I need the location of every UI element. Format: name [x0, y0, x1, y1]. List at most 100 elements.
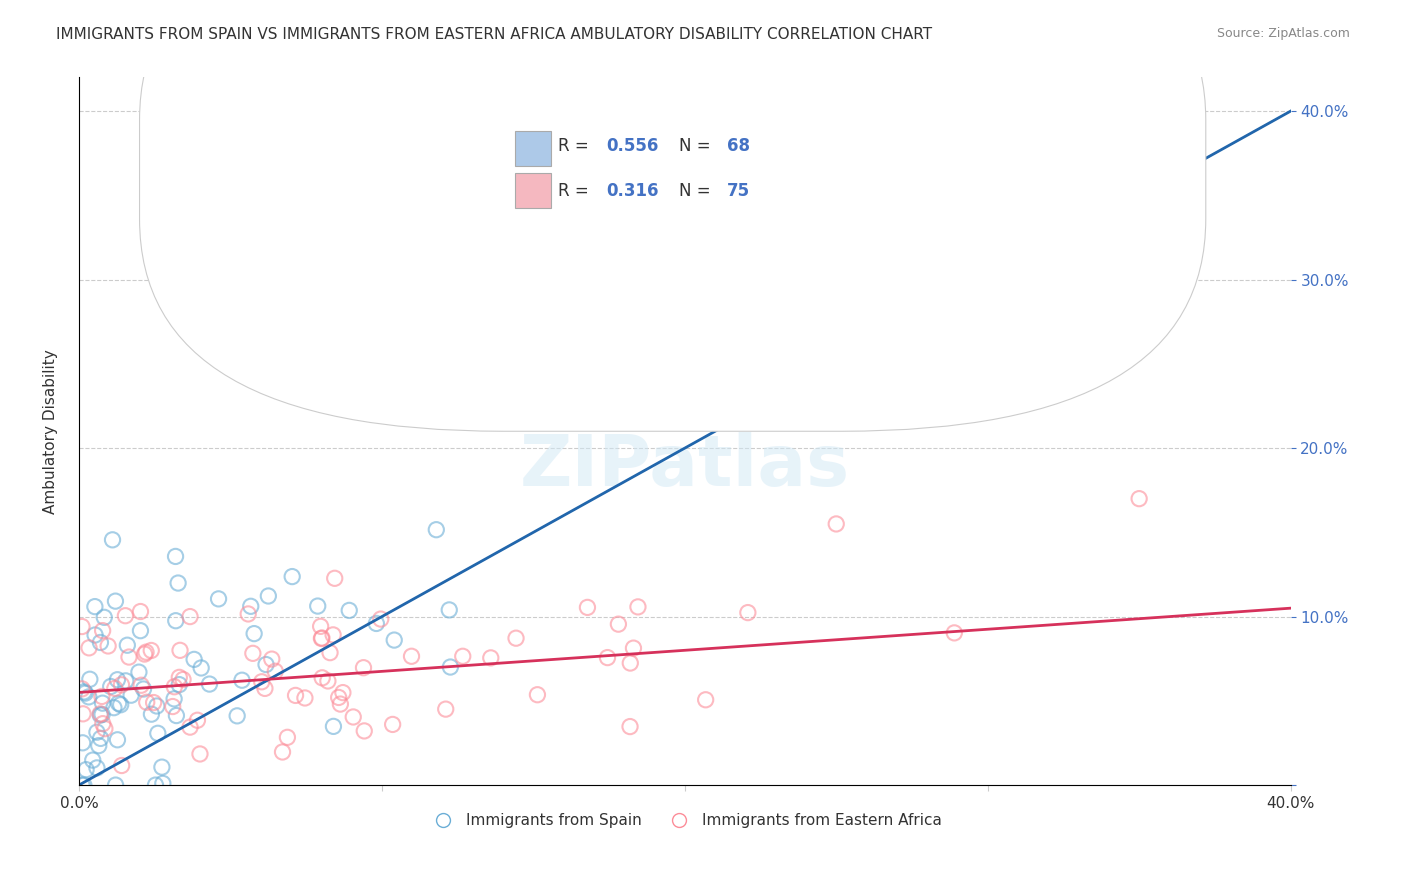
Immigrants from Spain	[91, 696, 114, 710]
Immigrants from Spain	[322, 719, 344, 733]
Immigrants from Eastern Africa	[91, 624, 114, 638]
Immigrants from Eastern Africa	[276, 731, 298, 745]
Immigrants from Eastern Africa	[627, 599, 650, 614]
Immigrants from Spain	[89, 635, 111, 649]
Text: 75: 75	[727, 182, 751, 200]
Immigrants from Spain	[146, 726, 169, 740]
Immigrants from Eastern Africa	[401, 649, 423, 664]
Immigrants from Eastern Africa	[242, 646, 264, 660]
Immigrants from Spain	[183, 652, 205, 666]
Immigrants from Eastern Africa	[309, 619, 332, 633]
Immigrants from Spain	[439, 603, 461, 617]
Immigrants from Eastern Africa	[179, 720, 201, 734]
Immigrants from Eastern Africa	[319, 646, 342, 660]
Immigrants from Spain	[145, 778, 167, 792]
Immigrants from Eastern Africa	[576, 600, 599, 615]
Immigrants from Eastern Africa	[129, 678, 152, 692]
Immigrants from Spain	[73, 778, 96, 792]
Text: N =: N =	[679, 137, 710, 155]
Immigrants from Spain	[77, 690, 100, 704]
Immigrants from Eastern Africa	[328, 690, 350, 705]
Immigrants from Eastern Africa	[260, 652, 283, 666]
Immigrants from Spain	[90, 731, 112, 746]
Text: N =: N =	[679, 182, 710, 200]
Immigrants from Eastern Africa	[479, 651, 502, 665]
Immigrants from Spain	[91, 707, 114, 722]
Immigrants from Eastern Africa	[114, 608, 136, 623]
Immigrants from Spain	[93, 610, 115, 624]
Immigrants from Eastern Africa	[163, 680, 186, 694]
Immigrants from Eastern Africa	[111, 758, 134, 772]
Immigrants from Spain	[104, 778, 127, 792]
Immigrants from Eastern Africa	[94, 722, 117, 736]
Immigrants from Eastern Africa	[311, 631, 333, 645]
Immigrants from Eastern Africa	[825, 516, 848, 531]
Immigrants from Eastern Africa	[316, 673, 339, 688]
Immigrants from Spain	[167, 576, 190, 591]
Immigrants from Eastern Africa	[353, 661, 375, 675]
Immigrants from Spain	[103, 700, 125, 714]
Immigrants from Eastern Africa	[342, 710, 364, 724]
Immigrants from Eastern Africa	[264, 665, 287, 679]
Immigrants from Eastern Africa	[179, 609, 201, 624]
Immigrants from Spain	[425, 523, 447, 537]
Immigrants from Spain	[254, 657, 277, 672]
Immigrants from Spain	[163, 691, 186, 706]
Immigrants from Spain	[87, 739, 110, 753]
Immigrants from Eastern Africa	[135, 645, 157, 659]
Immigrants from Eastern Africa	[90, 690, 112, 704]
Immigrants from Spain	[86, 761, 108, 775]
Immigrants from Eastern Africa	[169, 643, 191, 657]
Immigrants from Spain	[165, 708, 187, 723]
Immigrants from Spain	[73, 685, 96, 699]
Immigrants from Eastern Africa	[311, 632, 333, 646]
Immigrants from Eastern Africa	[70, 681, 93, 696]
Immigrants from Spain	[82, 753, 104, 767]
Immigrants from Eastern Africa	[110, 678, 132, 692]
Immigrants from Spain	[89, 708, 111, 723]
Immigrants from Spain	[337, 603, 360, 617]
Immigrants from Eastern Africa	[451, 649, 474, 664]
Immigrants from Spain	[100, 680, 122, 694]
Immigrants from Spain	[295, 298, 318, 312]
Immigrants from Eastern Africa	[619, 656, 641, 670]
Immigrants from Eastern Africa	[943, 626, 966, 640]
Immigrants from Eastern Africa	[89, 706, 111, 721]
Immigrants from Spain	[104, 594, 127, 608]
Immigrants from Spain	[190, 661, 212, 675]
Immigrants from Spain	[281, 569, 304, 583]
Immigrants from Spain	[70, 778, 93, 792]
Text: IMMIGRANTS FROM SPAIN VS IMMIGRANTS FROM EASTERN AFRICA AMBULATORY DISABILITY CO: IMMIGRANTS FROM SPAIN VS IMMIGRANTS FROM…	[56, 27, 932, 42]
Immigrants from Eastern Africa	[329, 697, 352, 711]
Immigrants from Eastern Africa	[370, 612, 392, 626]
Immigrants from Spain	[107, 732, 129, 747]
Immigrants from Eastern Africa	[737, 606, 759, 620]
Immigrants from Eastern Africa	[104, 681, 127, 696]
Text: R =: R =	[558, 137, 588, 155]
Immigrants from Spain	[83, 599, 105, 614]
Immigrants from Spain	[146, 698, 169, 713]
Immigrants from Eastern Africa	[311, 671, 333, 685]
Immigrants from Spain	[107, 673, 129, 687]
Immigrants from Eastern Africa	[596, 650, 619, 665]
Immigrants from Eastern Africa	[70, 619, 93, 633]
Immigrants from Spain	[226, 709, 249, 723]
Immigrants from Eastern Africa	[505, 631, 527, 645]
Immigrants from Spain	[120, 688, 142, 702]
Immigrants from Eastern Africa	[294, 690, 316, 705]
Immigrants from Eastern Africa	[271, 745, 294, 759]
Immigrants from Spain	[72, 736, 94, 750]
Immigrants from Eastern Africa	[607, 617, 630, 632]
Immigrants from Spain	[129, 624, 152, 638]
Immigrants from Spain	[75, 686, 97, 700]
Immigrants from Eastern Africa	[526, 688, 548, 702]
Text: Source: ZipAtlas.com: Source: ZipAtlas.com	[1216, 27, 1350, 40]
Immigrants from Spain	[231, 673, 253, 688]
Immigrants from Spain	[141, 707, 163, 722]
Immigrants from Eastern Africa	[129, 605, 152, 619]
Legend: Immigrants from Spain, Immigrants from Eastern Africa: Immigrants from Spain, Immigrants from E…	[422, 807, 949, 834]
Immigrants from Eastern Africa	[619, 720, 641, 734]
Immigrants from Eastern Africa	[253, 681, 276, 696]
Immigrants from Spain	[169, 678, 191, 692]
Immigrants from Spain	[198, 677, 221, 691]
